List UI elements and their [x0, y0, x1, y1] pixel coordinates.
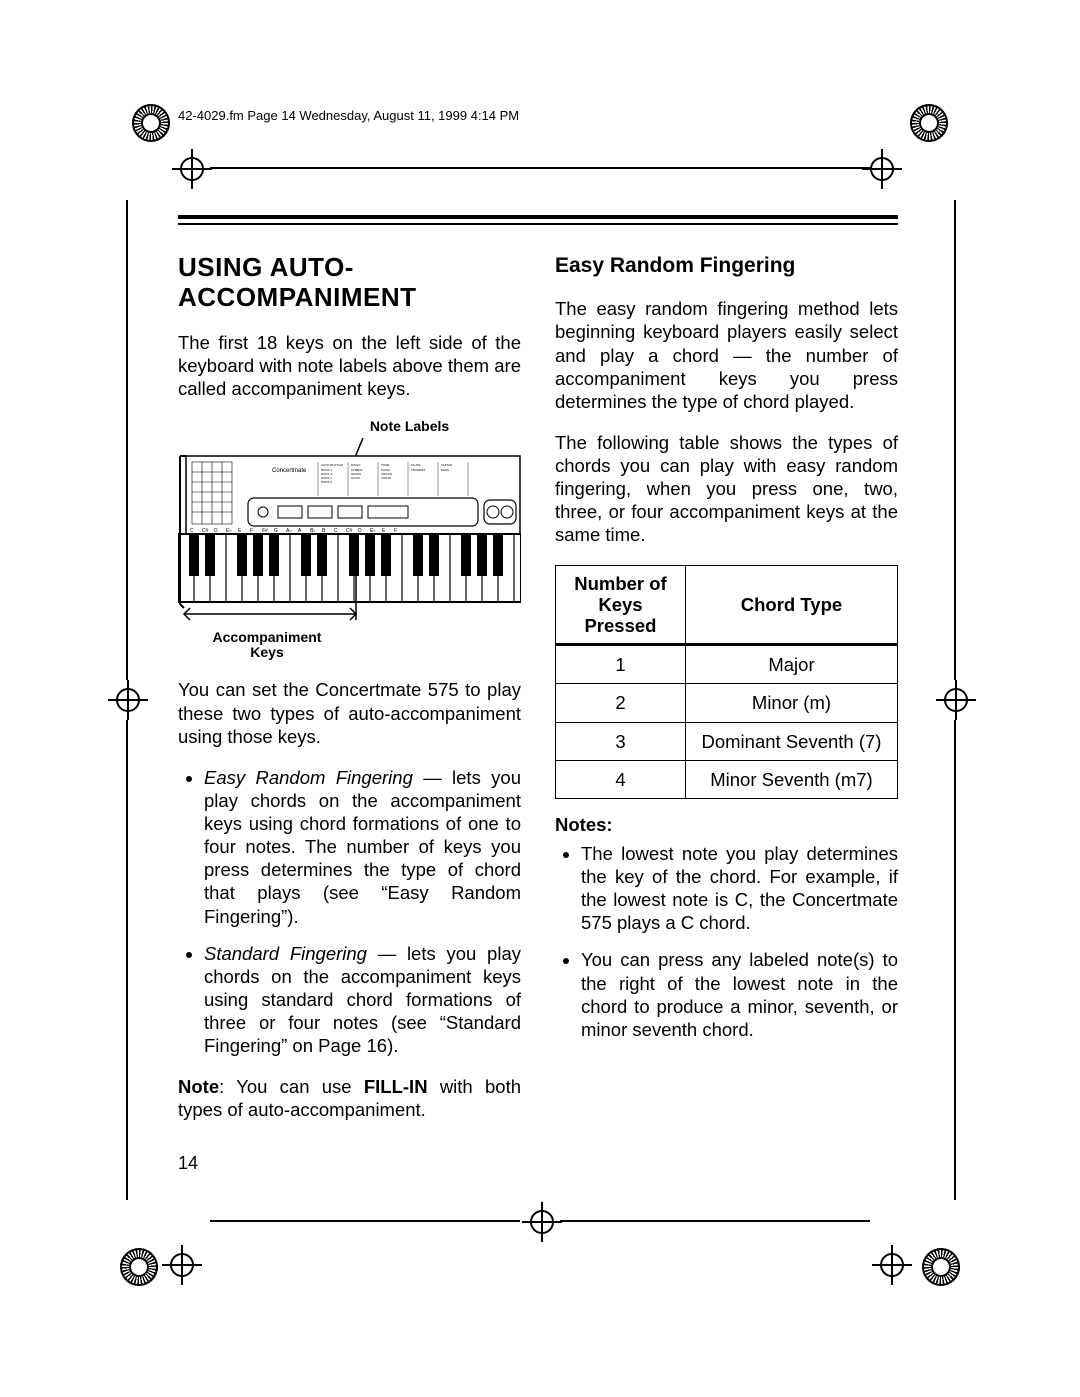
list-item: Standard Fingering — lets you play chord…: [204, 942, 521, 1058]
chord-table: Number of Keys Pressed Chord Type 1 Majo…: [555, 565, 898, 799]
note-bold: FILL-IN: [364, 1076, 428, 1097]
rule-left: [126, 200, 128, 680]
reg-mid: [530, 1210, 554, 1234]
svg-text:GUITAR: GUITAR: [441, 463, 453, 467]
svg-text:TRUMPET: TRUMPET: [411, 468, 426, 472]
reg-bot-right: [880, 1253, 904, 1277]
svg-text:DISCO: DISCO: [351, 463, 361, 467]
keyboard-diagram: Concertmate AUTO RHYTHM ROCK 1ROCK 2: [178, 438, 521, 626]
svg-text:Concertmate: Concertmate: [272, 468, 307, 474]
rosette-top-right: [910, 104, 948, 142]
table-row: 1 Major: [556, 645, 898, 684]
table-header: Chord Type: [685, 565, 897, 645]
paragraph: The following table shows the types of c…: [555, 431, 898, 547]
list-rest: — lets you play chords on the accompanim…: [204, 767, 521, 927]
rosette-top-left: [132, 104, 170, 142]
reg-right: [944, 688, 968, 712]
reg-bot-left: [170, 1253, 194, 1277]
figure-label-line1: Accompaniment: [213, 629, 322, 645]
paragraph: You can set the Concertmate 575 to play …: [178, 678, 521, 747]
svg-text:TONE: TONE: [381, 463, 389, 467]
figure-label-bottom: Accompaniment Keys: [178, 630, 356, 661]
svg-text:FLUTE: FLUTE: [411, 463, 421, 467]
note-paragraph: Note: You can use FILL-IN with both type…: [178, 1075, 521, 1121]
list-item: You can press any labeled note(s) to the…: [581, 948, 898, 1041]
keyboard-figure: Note Labels: [178, 418, 521, 660]
rosette-bot-right: [922, 1248, 960, 1286]
rule-bot-r: [560, 1220, 870, 1222]
figure-label-top: Note Labels: [298, 418, 521, 436]
table-cell: 1: [556, 645, 686, 684]
two-column-layout: USING AUTO-ACCOMPANIMENT The first 18 ke…: [178, 253, 898, 1174]
figure-label-line2: Keys: [250, 644, 283, 660]
svg-text:SLOW: SLOW: [351, 476, 360, 480]
svg-text:VIOLIN: VIOLIN: [381, 476, 391, 480]
table-cell: Major: [685, 645, 897, 684]
table-cell: Dominant Seventh (7): [685, 722, 897, 760]
table-row: 3 Dominant Seventh (7): [556, 722, 898, 760]
left-column: USING AUTO-ACCOMPANIMENT The first 18 ke…: [178, 253, 521, 1174]
svg-text:BASS: BASS: [441, 468, 449, 472]
paragraph: The easy random fingering method lets be…: [555, 297, 898, 413]
reg-left: [116, 688, 140, 712]
rule-right-b: [954, 720, 956, 1200]
table-cell: Minor (m): [685, 684, 897, 722]
svg-text:POPS 2: POPS 2: [321, 480, 332, 484]
table-cell: 4: [556, 760, 686, 798]
list-term: Standard Fingering: [204, 943, 367, 964]
table-header-row: Number of Keys Pressed Chord Type: [556, 565, 898, 645]
table-header: Number of Keys Pressed: [556, 565, 686, 645]
table-row: 4 Minor Seventh (m7): [556, 760, 898, 798]
note-prefix: Note: [178, 1076, 219, 1097]
double-rule: [178, 215, 898, 225]
note-mid: : You can use: [219, 1076, 364, 1097]
table-header-text: Chord Type: [741, 594, 842, 615]
page-number: 14: [178, 1152, 521, 1175]
notes-list: The lowest note you play determines the …: [555, 842, 898, 1041]
list-item: Easy Random Fingering — lets you play ch…: [204, 766, 521, 928]
svg-text:AUTO RHYTHM: AUTO RHYTHM: [321, 463, 343, 467]
bullet-list: Easy Random Fingering — lets you play ch…: [178, 766, 521, 1058]
table-cell: 3: [556, 722, 686, 760]
list-term: Easy Random Fingering: [204, 767, 413, 788]
paragraph: The first 18 keys on the left side of th…: [178, 331, 521, 400]
table-header-text: Number of Keys Pressed: [574, 573, 667, 637]
table-cell: 2: [556, 684, 686, 722]
page-body: 42-4029.fm Page 14 Wednesday, August 11,…: [178, 108, 898, 1174]
rule-bot: [210, 1220, 520, 1222]
right-column: Easy Random Fingering The easy random fi…: [555, 253, 898, 1174]
table-row: 2 Minor (m): [556, 684, 898, 722]
list-item: The lowest note you play determines the …: [581, 842, 898, 935]
rule-right: [954, 200, 956, 680]
keyboard-svg: Concertmate AUTO RHYTHM ROCK 1ROCK 2: [178, 438, 521, 626]
table-cell: Minor Seventh (m7): [685, 760, 897, 798]
subsection-heading: Easy Random Fingering: [555, 253, 898, 279]
notes-label: Notes:: [555, 813, 898, 836]
running-header: 42-4029.fm Page 14 Wednesday, August 11,…: [178, 108, 898, 129]
rosette-bot-left: [120, 1248, 158, 1286]
rule-left-b: [126, 720, 128, 1200]
section-heading: USING AUTO-ACCOMPANIMENT: [178, 253, 521, 313]
